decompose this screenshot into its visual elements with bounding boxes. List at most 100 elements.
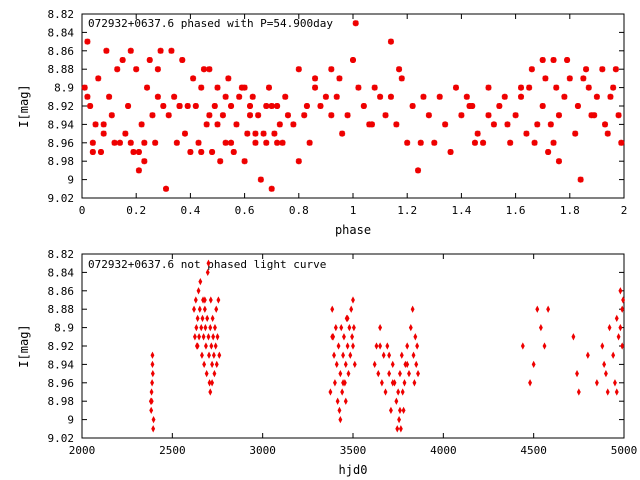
data-point: [343, 360, 348, 369]
data-point: [247, 103, 254, 109]
y-tick-label: 9: [67, 174, 74, 187]
data-point: [417, 139, 424, 146]
data-point: [526, 84, 533, 91]
data-point: [538, 323, 543, 332]
data-point: [614, 314, 619, 323]
top-phased-chart: 0 0.2 0.4 0.6 0.8 1 1.2 1.4 1.6 1.8 2 8.82 8.84 8.86 8…: [17, 8, 627, 237]
data-point: [378, 342, 383, 350]
data-point: [295, 158, 302, 165]
data-point: [130, 149, 137, 155]
data-point: [146, 57, 153, 63]
data-point: [396, 388, 401, 396]
data-point: [507, 139, 514, 146]
data-point: [585, 351, 590, 359]
data-point: [594, 379, 599, 387]
data-point: [201, 333, 206, 341]
data-point: [616, 333, 621, 341]
data-point: [230, 149, 237, 155]
data-point: [202, 296, 207, 304]
data-point: [197, 333, 202, 341]
data-point: [334, 360, 339, 369]
data-point: [377, 93, 384, 100]
y-tick-label: 8.9: [54, 82, 74, 95]
data-point: [555, 158, 562, 165]
data-point: [398, 369, 402, 378]
data-point: [350, 57, 356, 63]
data-point: [209, 149, 216, 155]
data-point: [390, 360, 395, 369]
data-point: [553, 84, 560, 91]
data-point: [398, 425, 403, 433]
data-point: [210, 360, 215, 369]
data-point: [190, 75, 197, 82]
data-point: [618, 287, 623, 295]
data-point: [206, 333, 211, 341]
data-point: [200, 314, 205, 323]
data-point: [133, 66, 140, 73]
data-point: [149, 388, 154, 396]
x-tick-label: 0.2: [126, 204, 146, 217]
data-point: [149, 406, 154, 415]
data-point: [343, 397, 348, 405]
data-point: [351, 342, 355, 350]
data-point: [501, 93, 508, 100]
data-point: [360, 103, 367, 109]
data-point: [405, 360, 410, 369]
data-point: [539, 103, 546, 109]
data-point: [387, 351, 392, 359]
data-point: [192, 333, 197, 341]
data-point: [335, 397, 340, 405]
data-point: [518, 84, 525, 91]
data-point: [583, 66, 590, 73]
y-tick-label: 9.02: [48, 432, 75, 445]
data-point: [394, 397, 399, 405]
data-point: [193, 296, 198, 304]
data-point: [398, 406, 402, 415]
data-point: [402, 379, 407, 387]
data-point: [328, 388, 333, 396]
y-tick-label: 8.9: [54, 322, 74, 335]
x-tick-label: 1: [350, 204, 357, 217]
y-tick-label: 9.02: [48, 192, 75, 205]
data-point: [228, 139, 235, 146]
y-tick-label: 8.86: [48, 285, 75, 298]
data-point: [338, 415, 343, 424]
data-point: [398, 75, 405, 82]
data-point: [208, 388, 213, 396]
y-tick-label: 8.98: [48, 395, 75, 408]
data-point: [607, 93, 614, 100]
x-tick-label: 1.6: [506, 204, 526, 217]
data-point: [490, 121, 497, 128]
data-point: [202, 360, 207, 369]
data-point: [330, 333, 335, 341]
y-tick-label: 8.84: [48, 266, 75, 279]
data-point: [328, 66, 335, 73]
data-point: [574, 103, 581, 109]
data-point: [122, 130, 129, 137]
data-point: [387, 369, 392, 378]
data-point: [528, 379, 532, 387]
data-point: [452, 84, 459, 91]
data-point: [593, 93, 600, 100]
data-point: [620, 305, 625, 313]
chart-title: 072932+0637.6 not phased light curve: [88, 258, 326, 271]
data-point: [203, 323, 208, 332]
data-point: [216, 296, 221, 304]
data-point: [442, 121, 449, 128]
data-point: [150, 360, 155, 369]
data-point: [531, 139, 538, 146]
data-point: [337, 406, 342, 415]
data-point: [87, 103, 94, 109]
data-point: [263, 139, 270, 146]
data-point: [382, 112, 389, 119]
data-point: [338, 369, 343, 378]
x-axis-label: hjd0: [339, 463, 368, 477]
data-point: [181, 130, 188, 137]
data-point: [328, 112, 335, 119]
data-point: [225, 75, 232, 82]
data-point: [458, 112, 465, 119]
data-point: [348, 351, 353, 359]
data-point: [151, 425, 156, 433]
data-point: [410, 305, 415, 313]
data-point: [89, 149, 96, 155]
